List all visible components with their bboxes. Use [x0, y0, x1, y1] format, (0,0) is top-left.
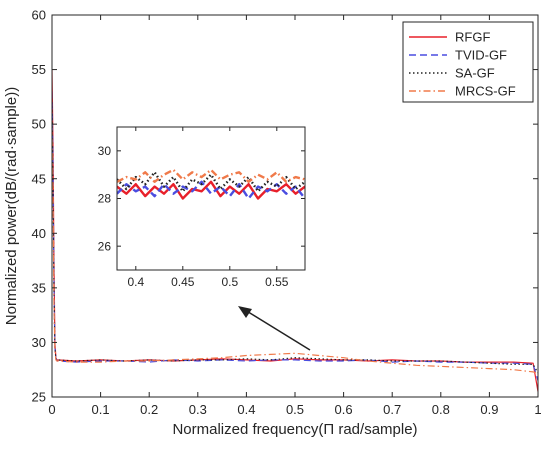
- main-x-tick-label: 0.6: [335, 402, 353, 417]
- main-series-group: [52, 69, 538, 392]
- main-x-tick-label: 0: [48, 402, 55, 417]
- main-y-tick-label: 25: [32, 390, 46, 405]
- main-x-tick-label: 0.2: [140, 402, 158, 417]
- main-x-tick-label: 1: [534, 402, 541, 417]
- legend-label-tvid-gf: TVID-GF: [455, 48, 507, 63]
- arrow-head: [238, 306, 252, 318]
- main-y-tick-label: 45: [32, 171, 46, 186]
- main-x-tick-label: 0.9: [480, 402, 498, 417]
- inset-plot-area: [117, 127, 305, 270]
- inset-x-tick-label: 0.5: [221, 275, 238, 289]
- main-x-tick-label: 0.8: [432, 402, 450, 417]
- main-x-tick-label: 0.3: [189, 402, 207, 417]
- legend-label-rfgf: RFGF: [455, 30, 490, 45]
- main-x-tick-label: 0.1: [92, 402, 110, 417]
- inset-chart: 0.4 0.45 0.5 0.55 26 28 30: [98, 126, 306, 289]
- main-y-tick-label: 55: [32, 62, 46, 77]
- inset-y-tick-label: 28: [98, 192, 112, 206]
- main-y-tick-label: 30: [32, 335, 46, 350]
- inset-series-line-rfgf: [117, 180, 305, 200]
- main-x-tick-label: 0.7: [383, 402, 401, 417]
- arrow-shaft: [244, 309, 311, 351]
- inset-y-tick-label: 26: [98, 239, 112, 253]
- inset-series-line-mrcs-gf: [117, 168, 305, 184]
- inset-x-tick-label: 0.4: [127, 275, 144, 289]
- inset-series-group: [117, 168, 305, 200]
- inset-y-tick-label: 30: [98, 144, 112, 158]
- main-x-tick-label: 0.5: [286, 402, 304, 417]
- main-series-line-mrcs-gf: [52, 124, 538, 374]
- inset-x-tick-label: 0.45: [171, 275, 195, 289]
- main-x-tick-label: 0.4: [237, 402, 255, 417]
- main-y-axis-label: Normalized power(dB/(rad·sample)): [3, 87, 20, 325]
- legend-label-mrcs-gf: MRCS-GF: [455, 84, 516, 99]
- zoom-arrow: [238, 306, 311, 351]
- legend-box: [402, 21, 534, 103]
- main-y-tick-label: 50: [32, 117, 46, 132]
- inset-series-line-sa-gf: [117, 171, 305, 193]
- main-y-tick-label: 60: [32, 8, 46, 23]
- legend-label-sa-gf: SA-GF: [455, 66, 495, 81]
- inset-x-tick-label: 0.55: [265, 275, 289, 289]
- legend: RFGF TVID-GF SA-GF MRCS-GF: [402, 21, 534, 103]
- main-y-tick-label: 40: [32, 226, 46, 241]
- main-x-axis-label: Normalized frequency(Π rad/sample): [172, 421, 417, 438]
- main-y-tick-label: 35: [32, 280, 46, 295]
